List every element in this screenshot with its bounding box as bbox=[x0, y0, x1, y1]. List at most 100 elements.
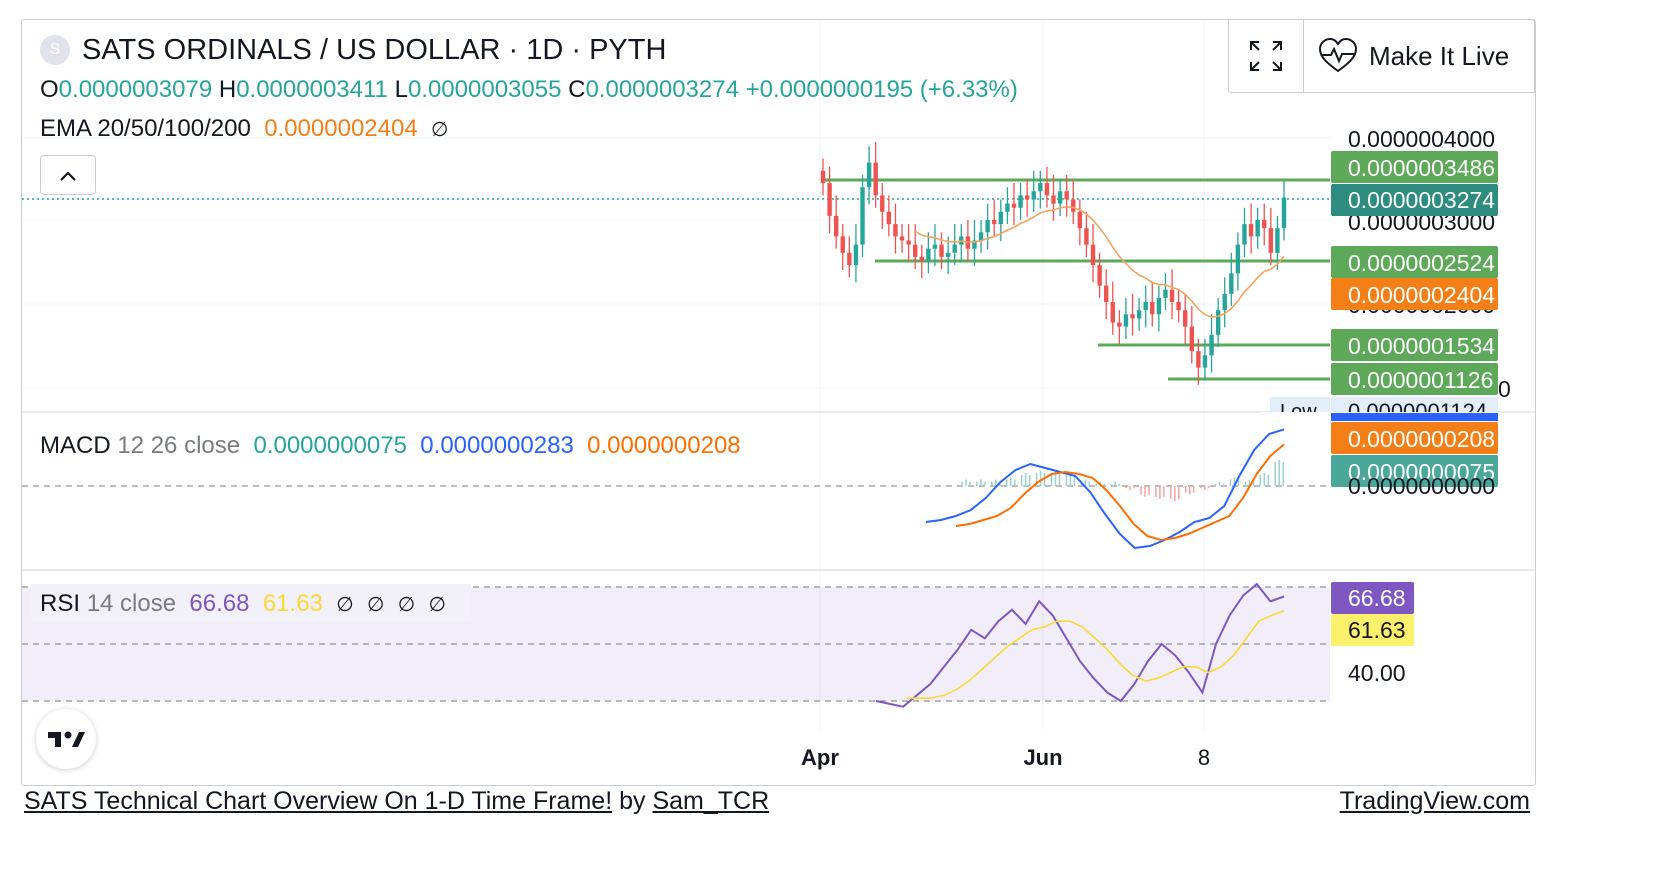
badge-rsi-text: 66.68 bbox=[1348, 585, 1406, 611]
macd-hist-value: 0.0000000075 bbox=[253, 432, 407, 459]
candle-body bbox=[939, 244, 944, 257]
candle-body bbox=[952, 244, 957, 253]
candle-body bbox=[1071, 199, 1076, 212]
badge-level-1-text: 0.0000003486 bbox=[1348, 155, 1495, 181]
idea-title-link[interactable]: SATS Technical Chart Overview On 1-D Tim… bbox=[24, 787, 613, 815]
candle-body bbox=[873, 162, 878, 196]
candle-body bbox=[1044, 183, 1050, 196]
badge-ema: 0.0000002404 bbox=[1331, 278, 1498, 310]
candle-body bbox=[1130, 314, 1135, 319]
badge-hist-text: 0.0000000075 bbox=[1348, 459, 1495, 485]
rsi-legend[interactable]: RSI 14 close 66.68 61.63 ∅ ∅ ∅ ∅ bbox=[40, 590, 446, 618]
macd-line bbox=[925, 428, 1285, 550]
time-axis-label: Jun bbox=[1023, 745, 1062, 770]
rsi-label: RSI bbox=[40, 590, 81, 617]
candle-body bbox=[985, 220, 990, 233]
macd-value: 0.0000000283 bbox=[420, 432, 574, 459]
author-link[interactable]: Sam_TCR bbox=[652, 787, 770, 815]
close-label: C bbox=[568, 76, 586, 103]
candle-body bbox=[1150, 302, 1155, 315]
badge-level-4-text: 0.0000001126 bbox=[1348, 367, 1493, 393]
candle-body bbox=[886, 211, 892, 225]
time-axis-label: 8 bbox=[1198, 745, 1210, 770]
badge-macd bbox=[1331, 413, 1498, 421]
candle-body bbox=[1064, 191, 1069, 200]
candle-body bbox=[1057, 191, 1063, 204]
footer-by: by bbox=[619, 787, 646, 815]
high-label: H bbox=[218, 76, 237, 103]
candle-body bbox=[1202, 355, 1208, 368]
macd-legend[interactable]: MACD 12 26 close 0.0000000075 0.00000002… bbox=[40, 432, 741, 460]
ohlc-legend: O0.0000003079 H0.0000003411 L0.000000305… bbox=[40, 76, 1018, 104]
collapse-legend-button[interactable] bbox=[40, 155, 96, 195]
badge-last-price: 0.0000003274 bbox=[1331, 184, 1498, 216]
ema-legend[interactable]: EMA 20/50/100/200 0.0000002404 ∅ bbox=[40, 115, 448, 143]
candle-body bbox=[1143, 302, 1148, 311]
ema-label: EMA 20/50/100/200 bbox=[40, 115, 251, 142]
badge-hist: 0.0000000075 bbox=[1331, 455, 1498, 487]
rsi-legend-background bbox=[31, 584, 471, 622]
badge-ema-text: 0.0000002404 bbox=[1348, 282, 1495, 308]
candle-body bbox=[1136, 310, 1142, 319]
rsi-empty-3: ∅ bbox=[397, 594, 416, 616]
badge-signal: 0.0000000208 bbox=[1331, 422, 1498, 454]
badge-level-2: 0.0000002524 bbox=[1331, 246, 1498, 278]
chart-title[interactable]: SATS ORDINALS / US DOLLAR · 1D · PYTH bbox=[82, 34, 667, 66]
badge-level-2-text: 0.0000002524 bbox=[1348, 250, 1495, 276]
rsi-empty-4: ∅ bbox=[428, 594, 446, 616]
badge-level-3-text: 0.0000001534 bbox=[1348, 333, 1495, 359]
high-value: 0.0000003411 bbox=[236, 76, 388, 103]
badge-signal-text: 0.0000000208 bbox=[1348, 426, 1495, 452]
candle-body bbox=[906, 240, 911, 245]
candle-body bbox=[1262, 220, 1267, 229]
candle-body bbox=[1038, 183, 1043, 192]
rsi-ma-value: 61.63 bbox=[262, 590, 323, 617]
footer-credit: SATS Technical Chart Overview On 1-D Tim… bbox=[24, 787, 769, 816]
open-value: 0.0000003079 bbox=[58, 76, 213, 103]
candle-body bbox=[1183, 310, 1188, 327]
heartbeat-icon bbox=[1317, 36, 1359, 83]
candle-body bbox=[1011, 203, 1017, 208]
macd-params: 12 26 close bbox=[117, 432, 241, 459]
candle-body bbox=[1255, 220, 1260, 237]
tradingview-logo[interactable] bbox=[36, 709, 96, 769]
candle-body bbox=[1117, 322, 1122, 327]
candle-body bbox=[1090, 244, 1096, 266]
candle-body bbox=[853, 244, 859, 266]
candle-body bbox=[1156, 297, 1162, 315]
candle-body bbox=[866, 162, 872, 188]
candle-body bbox=[1215, 310, 1221, 335]
candle-body bbox=[1209, 334, 1214, 356]
rsi-empty-2: ∅ bbox=[367, 594, 385, 616]
chevron-up-icon bbox=[59, 165, 77, 187]
ema-value: 0.0000002404 bbox=[264, 115, 418, 142]
candle-body bbox=[860, 187, 865, 245]
open-label: O bbox=[40, 76, 59, 103]
candle-body bbox=[1018, 195, 1023, 208]
candle-body bbox=[1024, 195, 1030, 200]
candle-body bbox=[1123, 314, 1129, 327]
badge-low: Low 0.0000001124 bbox=[1260, 397, 1500, 426]
make-it-live-button[interactable]: Make It Live bbox=[1303, 20, 1534, 92]
candle-body bbox=[1031, 191, 1036, 200]
fullscreen-button[interactable] bbox=[1229, 20, 1304, 92]
tradingview-link[interactable]: TradingView.com bbox=[1339, 787, 1530, 815]
macd-signal-value: 0.0000000208 bbox=[587, 432, 741, 459]
badge-rsi-ma: 61.63 bbox=[1331, 614, 1414, 646]
candle-body bbox=[893, 224, 898, 237]
candle-body bbox=[1176, 302, 1181, 311]
rsi-line bbox=[875, 582, 1285, 708]
candle-body bbox=[1268, 228, 1274, 253]
candle-body bbox=[926, 248, 931, 261]
top-right-toolbar: Make It Live bbox=[1228, 19, 1535, 93]
candle-body bbox=[899, 236, 905, 241]
candle-body bbox=[840, 236, 845, 253]
badge-rsi: 66.68 bbox=[1331, 582, 1414, 614]
rsi-params: 14 close bbox=[86, 590, 177, 617]
change-value: +0.0000000195 (+6.33%) bbox=[745, 76, 1018, 103]
close-value: 0.0000003274 bbox=[585, 76, 739, 103]
badge-level-4: 0.0000001126 bbox=[1331, 363, 1498, 395]
candle-body bbox=[1077, 211, 1083, 229]
candle-body bbox=[1275, 228, 1280, 253]
candle-body bbox=[1229, 273, 1234, 294]
